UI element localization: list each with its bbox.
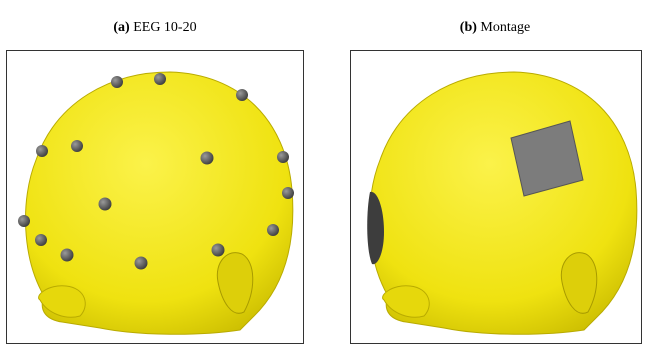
electrode (35, 234, 47, 246)
panel-caption: (b) Montage (460, 20, 530, 35)
head-model (370, 72, 637, 334)
electrode (71, 140, 83, 152)
electrode (36, 145, 48, 157)
panel-title: EEG 10-20 (133, 20, 196, 35)
electrode (201, 152, 214, 165)
electrode (267, 224, 279, 236)
head-model (26, 72, 293, 334)
panel-label: (b) (460, 20, 477, 35)
electrode (277, 151, 289, 163)
electrode (18, 215, 30, 227)
electrode (282, 187, 294, 199)
electrode (212, 244, 225, 257)
electrode (61, 249, 74, 262)
panel-caption: (a) EEG 10-20 (113, 20, 196, 35)
electrode (154, 73, 166, 85)
electrode (135, 257, 148, 270)
electrode (236, 89, 248, 101)
figure: (a) EEG 10-20 (b) Montage (0, 0, 648, 352)
electrode (111, 76, 123, 88)
panel-label: (a) (113, 20, 130, 35)
panel-title: Montage (480, 20, 530, 35)
electrode (99, 198, 112, 211)
